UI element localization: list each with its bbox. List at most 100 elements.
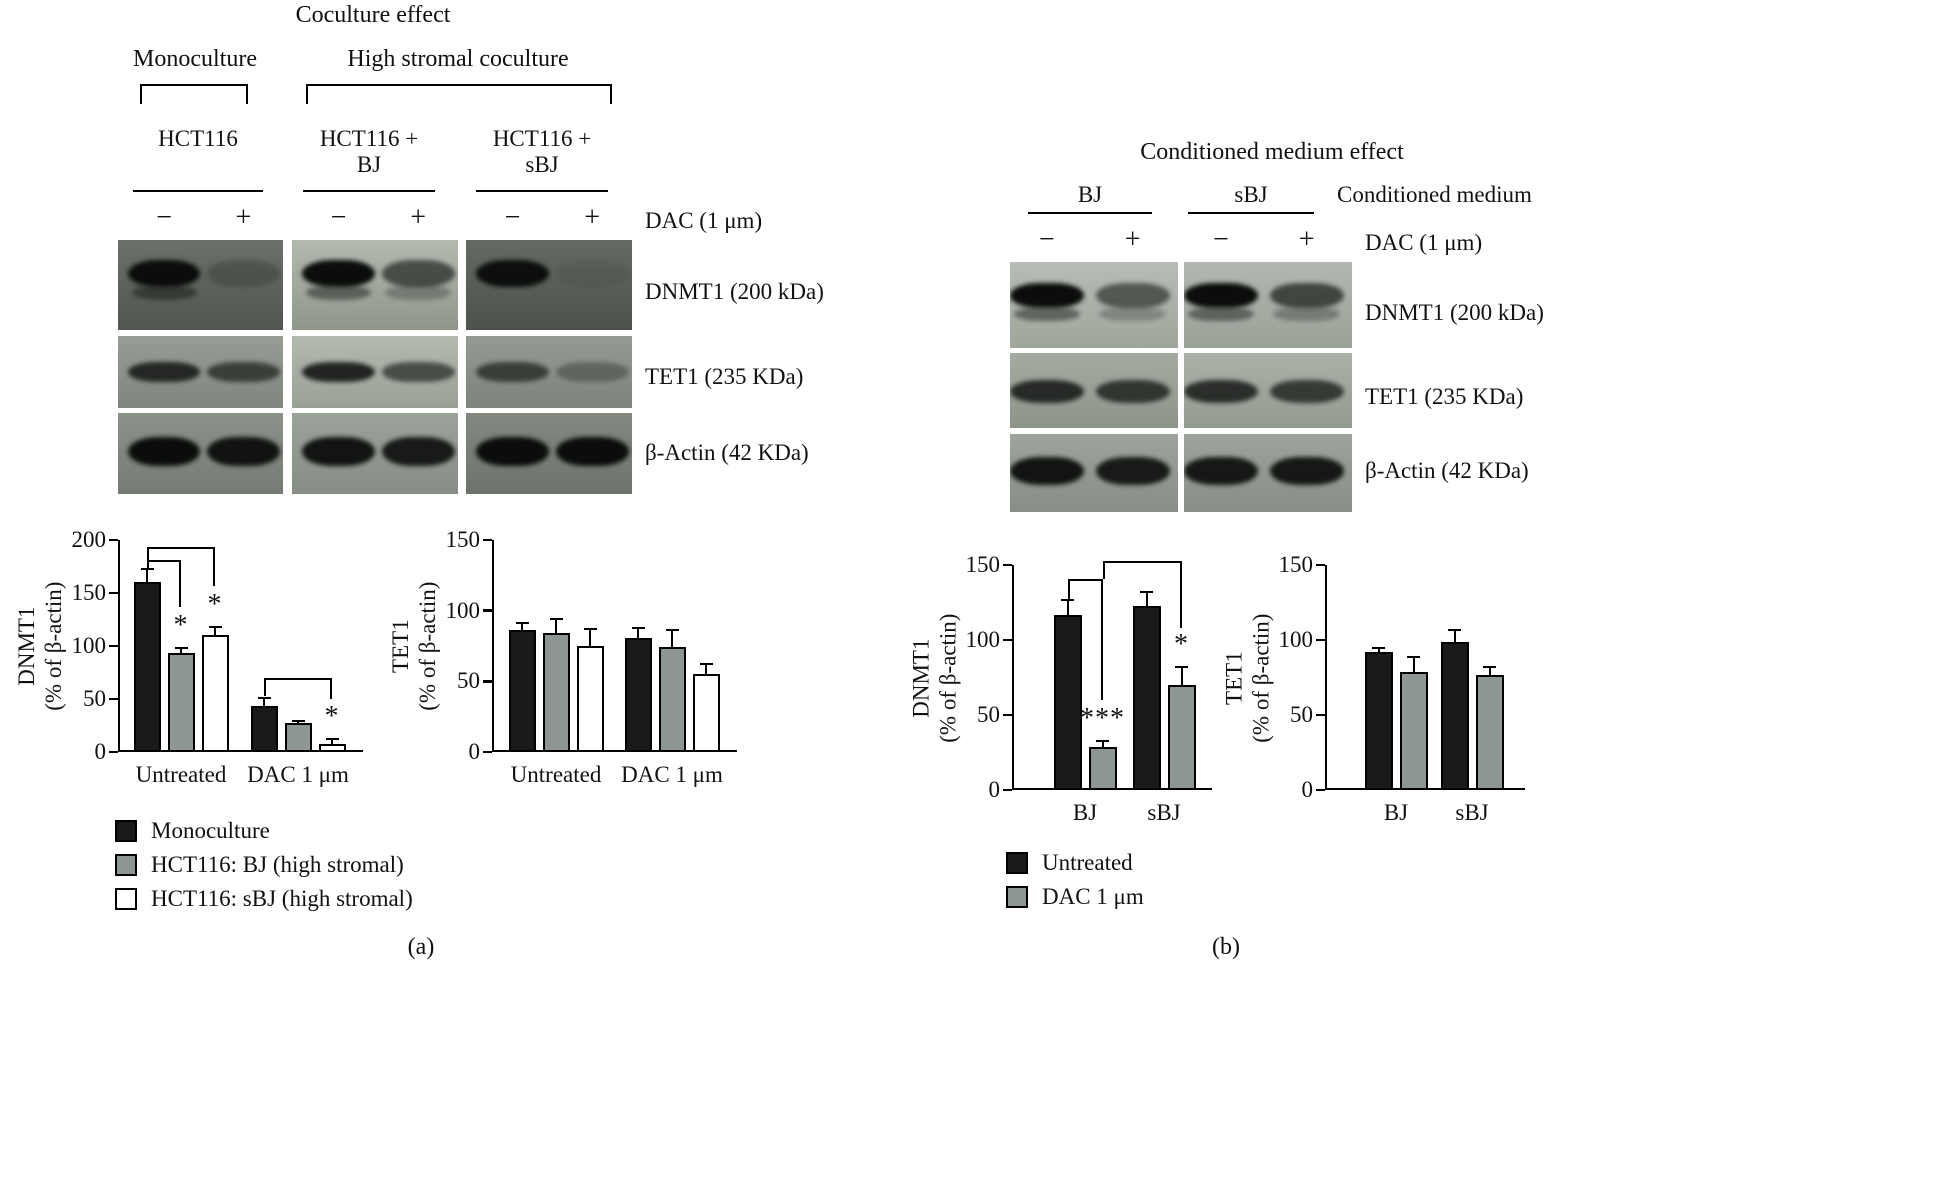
protein-band (1095, 457, 1170, 486)
legend-swatch-untreated (1006, 852, 1028, 874)
y-axis-tick-label: 150 (965, 552, 1001, 577)
y-axis-tick-label: 50 (457, 668, 480, 694)
protein-band (555, 437, 629, 467)
protein-band (1184, 457, 1258, 486)
legend-swatch-hct116-sbj (115, 888, 137, 910)
error-bar-cap (1061, 598, 1074, 601)
significance-bracket (179, 560, 181, 607)
legend-item-monoculture: Monoculture (115, 818, 270, 844)
condition-line: HCT116 + (492, 126, 592, 151)
protein-band-lower (305, 285, 372, 301)
protein-band-lower (1099, 307, 1166, 322)
panel-a-title: Coculture effect (295, 2, 451, 28)
y-axis-tick-label: 0 (1301, 777, 1314, 802)
legend-swatch-monoculture (115, 820, 137, 842)
y-axis-tick-mark (483, 538, 492, 542)
monoculture-bracket (140, 84, 248, 104)
y-axis-label: TET1 (% of β-actin) (1220, 613, 1273, 743)
y-axis-label: TET1 (% of β-actin) (387, 581, 440, 711)
dac-plus-sign: + (235, 202, 252, 233)
error-bar-cap (631, 626, 645, 629)
x-axis-category-label: sBJ (1455, 800, 1489, 825)
y-axis-tick-mark (109, 591, 118, 595)
legend-item-hct116-sbj: HCT116: sBJ (high stromal) (115, 886, 413, 912)
error-bar-cap (208, 625, 222, 628)
significance-bracket (147, 547, 149, 570)
error-bar-cap (174, 647, 188, 650)
x-axis-category-label: Untreated (135, 762, 227, 787)
error-bar-cap (1140, 591, 1153, 593)
condition-line: sBJ (525, 152, 559, 177)
y-axis-tick-label: 150 (71, 580, 107, 605)
bar-dac-1-m-1 (1475, 674, 1504, 790)
error-bar-cap (1372, 646, 1385, 649)
error-bar-cap (1483, 666, 1496, 668)
y-axis-tick-label: 50 (83, 686, 106, 711)
y-axis-tick-mark (109, 644, 118, 648)
condition-line: BJ (356, 152, 382, 177)
bar-hct116-sbj-high-stromal--1 (318, 743, 346, 752)
error-bar (1412, 656, 1415, 672)
error-bar (146, 568, 148, 583)
y-axis-tick-label: 50 (977, 702, 1000, 727)
protein-band-lower (131, 285, 197, 301)
x-axis-category-label: BJ (1072, 800, 1098, 825)
error-bar (1488, 667, 1491, 675)
bar-dac-1-m-1 (1167, 685, 1196, 790)
panel-a-label: (a) (407, 934, 435, 960)
error-bar (331, 739, 333, 744)
error-bar-cap (1096, 739, 1109, 742)
protein-band (1269, 380, 1344, 403)
protein-band (1095, 282, 1170, 309)
significance-bracket (1179, 560, 1182, 628)
significance-bracket (1102, 560, 1105, 579)
medium-underline (1028, 212, 1152, 214)
protein-band (1010, 282, 1084, 309)
error-bar (1145, 592, 1148, 606)
western-blot-panel (1184, 434, 1352, 512)
y-axis-tick-label: 0 (988, 777, 1001, 802)
dac-row-label-b: DAC (1 μm) (1365, 230, 1483, 255)
western-blot-panel (292, 336, 458, 408)
error-bar (521, 623, 523, 631)
condition-label-hct116-sbj: HCT116 + sBJ (476, 126, 608, 178)
western-blot-panel (118, 413, 283, 494)
protein-band (475, 259, 549, 287)
y-axis-tick-mark (1003, 638, 1012, 642)
error-bar-cap (549, 618, 563, 621)
error-bar (180, 648, 182, 654)
protein-band (381, 259, 455, 287)
significance-marker: * (207, 588, 223, 620)
error-bar-cap (1407, 655, 1420, 658)
protein-band (301, 437, 375, 467)
y-axis-tick-mark (109, 750, 118, 754)
blot-row-label-actin-b: β-Actin (42 KDa) (1365, 458, 1529, 483)
bar-monoculture-0 (133, 582, 161, 752)
bar-untreated-1 (1440, 641, 1469, 790)
error-bar-cap (1448, 628, 1461, 631)
y-axis-tick-mark (109, 538, 118, 542)
x-axis-category-label: DAC 1 μm (247, 762, 349, 787)
y-axis-label: DNMT1 (% of β-actin) (13, 581, 66, 711)
bar-monoculture-0 (508, 630, 536, 752)
medium-underline (1188, 212, 1314, 214)
legend-label: Untreated (1042, 850, 1133, 875)
significance-bracket (213, 547, 215, 586)
error-bar-cap (515, 622, 529, 625)
error-bar (637, 627, 639, 638)
error-bar-cap (699, 663, 713, 666)
blot-row-label-dnmt1-b: DNMT1 (200 kDa) (1365, 300, 1544, 325)
significance-marker: *** (1080, 702, 1125, 734)
western-blot-panel (118, 336, 283, 408)
chart-plot-area-a-tet1 (492, 540, 737, 752)
western-blot-panel (1010, 434, 1178, 512)
panel-b-label: (b) (1212, 934, 1240, 960)
dac-minus-sign: − (330, 202, 347, 233)
significance-marker: * (324, 701, 340, 733)
blot-row-label-actin-a: β-Actin (42 KDa) (645, 440, 809, 465)
protein-band (127, 259, 201, 287)
y-axis-tick-label: 100 (445, 597, 481, 623)
bar-untreated-1 (1132, 605, 1161, 790)
y-axis-tick-mark (1316, 788, 1325, 792)
significance-marker: * (1174, 629, 1189, 660)
